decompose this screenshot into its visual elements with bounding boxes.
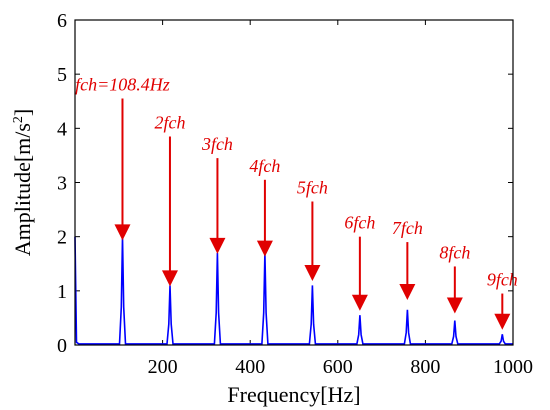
y-tick-label: 4	[57, 118, 67, 140]
harmonic-label: 7fch	[392, 218, 423, 238]
harmonic-arrow-marker	[446, 297, 463, 314]
harmonic-arrow-marker	[161, 270, 178, 287]
harmonic-label: 3fch	[201, 134, 233, 154]
x-tick-label: 800	[410, 356, 440, 378]
y-axis-label: Amplitude[m/s2]	[10, 109, 35, 257]
y-axis-label-main: Amplitude[m/s	[10, 123, 35, 256]
harmonic-arrow-marker	[114, 224, 131, 241]
harmonic-label: 9fch	[487, 270, 518, 290]
harmonic-arrow-marker	[209, 237, 226, 254]
spectrum-line	[74, 236, 513, 345]
y-tick-label: 2	[57, 227, 67, 249]
x-tick-labels: 200 400 600 800 1000	[148, 20, 533, 378]
harmonic-arrow-marker	[399, 283, 416, 300]
x-tick-label: 400	[235, 356, 265, 378]
harmonic-arrow-marker	[304, 265, 321, 281]
plot-frame	[74, 19, 514, 346]
y-tick-labels: 0 1 2 3 4 5 6	[57, 10, 513, 357]
harmonic-arrow-marker	[256, 240, 273, 257]
y-tick-label: 3	[57, 173, 67, 195]
y-tick-label: 5	[57, 64, 67, 86]
y-axis-label-suffix: ]	[10, 109, 35, 116]
harmonic-label: fch=108.4Hz	[75, 75, 170, 95]
y-tick-label: 0	[57, 335, 67, 357]
x-tick-label: 1000	[493, 356, 533, 378]
x-tick-label: 600	[323, 356, 353, 378]
x-tick-label: 200	[148, 356, 178, 378]
y-tick-label: 1	[57, 281, 67, 303]
spectrum-series	[74, 236, 513, 345]
harmonic-label: 6fch	[344, 213, 375, 233]
harmonic-label: 8fch	[439, 242, 470, 262]
y-tick-label: 6	[57, 10, 67, 32]
harmonic-arrow-marker	[351, 294, 368, 311]
harmonic-label: 4fch	[249, 156, 280, 176]
harmonic-annotations: fch=108.4Hz 2fch 3fch 4fch 5fch 6fch 7fch 8fch 9…	[75, 75, 518, 330]
y-axis-label-superscript: 2	[11, 116, 26, 123]
harmonic-arrow-marker	[494, 313, 511, 330]
harmonic-label: 5fch	[297, 177, 328, 197]
harmonic-label: 2fch	[154, 112, 185, 132]
x-axis-label: Frequency[Hz]	[227, 382, 360, 407]
